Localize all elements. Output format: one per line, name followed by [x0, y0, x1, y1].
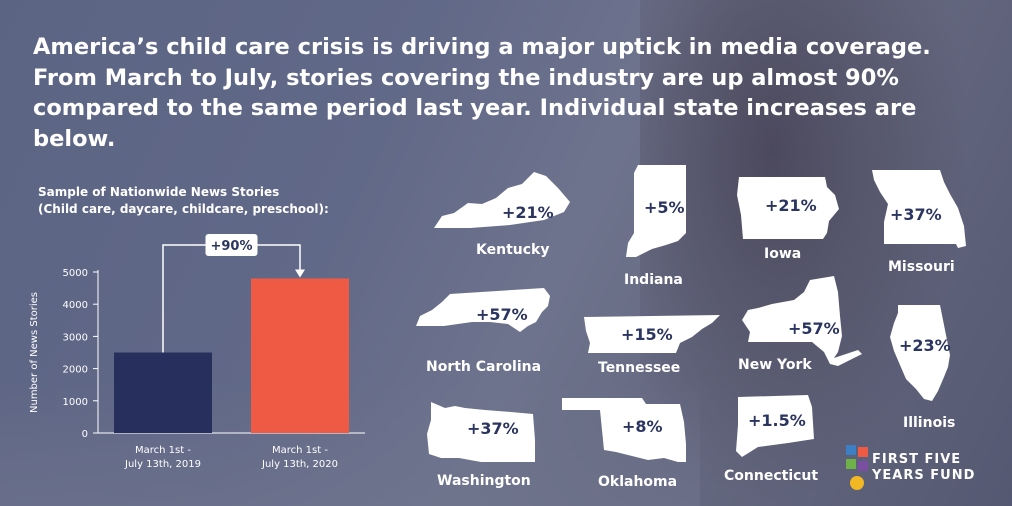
illinois-label: Illinois [903, 415, 956, 431]
state-kentucky: +21% Kentucky [430, 168, 580, 268]
logo-text-line2: YEARS FUND [872, 468, 976, 483]
indiana-change: +5% [644, 198, 685, 217]
washington-label: Washington [437, 473, 531, 489]
iowa-label: Iowa [764, 246, 802, 262]
iowa-shape [737, 177, 839, 239]
new-york-shape [742, 276, 862, 366]
state-indiana: +5% Indiana [622, 163, 712, 293]
x-tick-label: March 1st - [272, 445, 328, 456]
annotation-box [205, 234, 258, 256]
state-tennessee: +15% Tennessee [580, 315, 725, 385]
state-new-york: +57% New York [738, 276, 868, 376]
state-missouri: +37% Missouri [870, 168, 970, 278]
logo-mark-icon [846, 445, 868, 490]
y-tick-label: 4000 [63, 300, 88, 311]
x-tick-label: July 13th, 2019 [124, 459, 201, 470]
state-illinois: +23% Illinois [888, 305, 968, 435]
annotation-label: +90% [210, 239, 252, 254]
connecticut-shape [736, 395, 814, 457]
chart-subtitle: Sample of Nationwide News Stories (Child… [38, 184, 329, 218]
kentucky-change: +21% [502, 203, 554, 222]
washington-change: +37% [467, 419, 519, 438]
state-north-carolina: +57% North Carolina [414, 288, 559, 383]
tennessee-label: Tennessee [598, 360, 681, 376]
x-tick-label: July 13th, 2020 [261, 459, 338, 470]
north-carolina-change: +57% [476, 305, 528, 324]
state-washington: +37% Washington [425, 400, 540, 495]
first-five-years-fund-logo: FIRST FIVE YEARS FUND [846, 445, 996, 493]
kentucky-label: Kentucky [476, 242, 550, 258]
missouri-shape [872, 170, 966, 248]
new-york-change: +57% [788, 319, 840, 338]
indiana-shape [626, 165, 686, 257]
logo-text-line1: FIRST FIVE [872, 452, 962, 467]
logo-text: FIRST FIVE YEARS FUND [872, 452, 975, 484]
illinois-shape [890, 305, 950, 401]
oklahoma-change: +8% [622, 417, 663, 436]
y-tick-label: 5000 [63, 268, 88, 279]
tennessee-change: +15% [621, 325, 673, 344]
y-tick-label: 1000 [63, 397, 88, 408]
y-tick-label: 2000 [63, 365, 88, 376]
indiana-label: Indiana [624, 272, 683, 288]
missouri-change: +37% [890, 205, 942, 224]
north-carolina-shape [416, 288, 550, 332]
tennessee-shape [584, 315, 720, 353]
y-axis-label: Number of News Stories [29, 292, 40, 413]
y-tick-label: 3000 [63, 332, 88, 343]
kentucky-shape [434, 172, 570, 228]
bar-2020 [251, 278, 349, 433]
bar-chart: 0 1000 2000 3000 4000 5000 Number of News Stor… [29, 234, 365, 470]
chart-subtitle-line2: (Child care, daycare, childcare, prescho… [38, 202, 329, 216]
state-connecticut: +1.5% Connecticut [724, 395, 838, 495]
bar-2019 [114, 352, 212, 433]
connecticut-change: +1.5% [748, 411, 806, 430]
chart-subtitle-line1: Sample of Nationwide News Stories [38, 185, 280, 199]
y-tick-label: 0 [82, 429, 88, 440]
oklahoma-shape [562, 398, 686, 462]
washington-shape [427, 402, 535, 462]
x-tick-label: March 1st - [135, 445, 191, 456]
annotation-arrowhead [295, 269, 305, 278]
connecticut-label: Connecticut [724, 468, 819, 484]
headline: America’s child care crisis is driving a… [33, 34, 931, 152]
state-iowa: +21% Iowa [735, 175, 845, 275]
new-york-label: New York [738, 357, 812, 373]
north-carolina-label: North Carolina [426, 359, 542, 375]
missouri-label: Missouri [888, 259, 955, 275]
illinois-change: +23% [899, 336, 951, 355]
iowa-change: +21% [765, 196, 817, 215]
state-oklahoma: +8% Oklahoma [560, 396, 695, 496]
oklahoma-label: Oklahoma [598, 474, 678, 490]
